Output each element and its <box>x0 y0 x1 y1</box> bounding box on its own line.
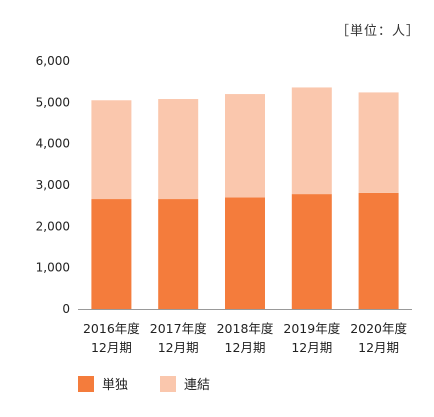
x-tick-label: 12月期 <box>358 340 399 355</box>
bar-consolidated <box>225 94 265 198</box>
y-tick-label: 3,000 <box>36 178 70 192</box>
legend-swatch-standalone <box>78 375 94 392</box>
bar-consolidated <box>158 99 199 200</box>
bar-standalone <box>225 197 265 309</box>
legend-item-standalone: 単独 <box>78 374 128 393</box>
legend-swatch-consolidated <box>160 375 177 392</box>
x-tick-label: 12月期 <box>91 340 132 355</box>
bar-standalone <box>291 194 332 309</box>
bar-standalone <box>158 199 199 309</box>
x-tick-label: 2018年度 <box>217 321 274 336</box>
y-tick-label: 6,000 <box>36 54 70 68</box>
x-tick-label: 2020年度 <box>350 321 407 336</box>
legend: 単独 連結 <box>78 374 210 393</box>
y-tick-label: 0 <box>62 302 70 316</box>
legend-label-consolidated: 連結 <box>184 378 211 393</box>
y-tick-label: 4,000 <box>36 137 70 151</box>
bar-consolidated <box>358 92 399 193</box>
y-tick-label: 1,000 <box>36 261 70 275</box>
x-tick-label: 12月期 <box>291 340 332 355</box>
bar-standalone <box>358 192 399 309</box>
bar-consolidated <box>291 87 332 195</box>
x-tick-label: 2017年度 <box>150 321 207 336</box>
legend-label-standalone: 単独 <box>102 378 129 393</box>
legend-item-consolidated: 連結 <box>160 374 210 393</box>
x-tick-label: 2016年度 <box>83 321 140 336</box>
unit-label: ［単位：人］ <box>335 24 420 39</box>
bars <box>91 87 399 309</box>
x-tick-label: 2019年度 <box>283 321 340 336</box>
y-axis: 0 1,000 2,000 3,000 4,000 5,000 6,000 <box>36 54 70 316</box>
bar-standalone <box>91 199 132 309</box>
y-tick-label: 5,000 <box>36 95 70 109</box>
x-tick-label: 12月期 <box>158 340 199 355</box>
y-tick-label: 2,000 <box>36 219 70 233</box>
x-tick-label: 12月期 <box>225 340 266 355</box>
bar-consolidated <box>91 100 132 200</box>
x-axis: 2016年度 12月期 2017年度 12月期 2018年度 12月期 2019年度 12月期… <box>78 309 412 355</box>
